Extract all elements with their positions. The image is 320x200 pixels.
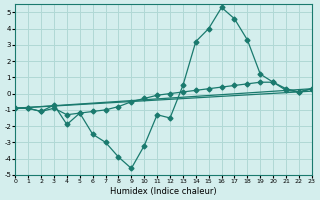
X-axis label: Humidex (Indice chaleur): Humidex (Indice chaleur) [110, 187, 217, 196]
